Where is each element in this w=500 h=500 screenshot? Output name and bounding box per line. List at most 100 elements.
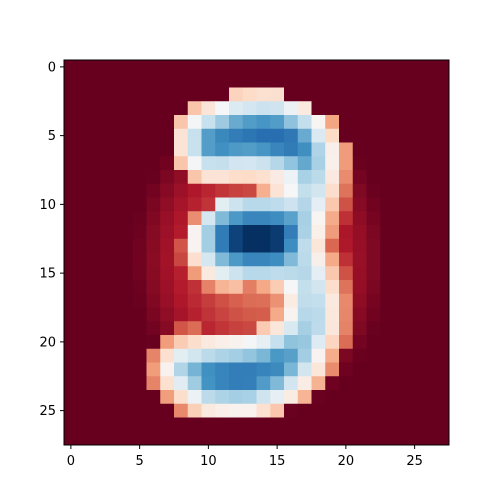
- heatmap-cell: [174, 225, 189, 240]
- heatmap-cell: [270, 293, 285, 308]
- heatmap-cell: [91, 60, 106, 75]
- heatmap-cell: [119, 376, 134, 391]
- heatmap-cell: [146, 390, 161, 405]
- heatmap-cell: [174, 60, 189, 75]
- heatmap-cell: [160, 60, 175, 75]
- heatmap-cell: [91, 417, 106, 432]
- heatmap-cell: [119, 60, 134, 75]
- heatmap-cell: [91, 307, 106, 322]
- heatmap-cell: [421, 390, 436, 405]
- heatmap-cell: [160, 321, 175, 336]
- heatmap-cell: [270, 417, 285, 432]
- heatmap-cell: [366, 156, 381, 171]
- heatmap-cell: [174, 183, 189, 198]
- heatmap-cell: [366, 142, 381, 157]
- heatmap-cell: [160, 376, 175, 391]
- heatmap-cell: [64, 280, 79, 295]
- heatmap-cell: [187, 431, 202, 446]
- heatmap-cell: [325, 156, 340, 171]
- heatmap-cell: [174, 280, 189, 295]
- heatmap-cell: [325, 128, 340, 143]
- heatmap-cell: [64, 115, 79, 130]
- heatmap-cell: [146, 170, 161, 185]
- heatmap-cell: [160, 211, 175, 226]
- heatmap-cell: [256, 60, 271, 75]
- heatmap-cell: [256, 348, 271, 363]
- heatmap-cell: [215, 225, 230, 240]
- heatmap-cell: [284, 211, 299, 226]
- heatmap-cell: [284, 183, 299, 198]
- heatmap-cell: [270, 252, 285, 267]
- heatmap-cell: [201, 60, 216, 75]
- heatmap-cell: [229, 156, 244, 171]
- heatmap-cell: [105, 197, 120, 212]
- heatmap-cell: [242, 431, 257, 446]
- heatmap-cell: [64, 321, 79, 336]
- heatmap-cell: [201, 115, 216, 130]
- heatmap-cell: [229, 87, 244, 102]
- heatmap-cell: [325, 390, 340, 405]
- heatmap-cell: [284, 87, 299, 102]
- heatmap-cell: [91, 156, 106, 171]
- heatmap-cell: [105, 348, 120, 363]
- heatmap-cell: [91, 431, 106, 446]
- heatmap-cell: [174, 87, 189, 102]
- heatmap-cell: [407, 156, 422, 171]
- heatmap-cell: [187, 225, 202, 240]
- heatmap-cell: [64, 128, 79, 143]
- heatmap-cell: [105, 293, 120, 308]
- heatmap-cell: [325, 252, 340, 267]
- heatmap-cell: [229, 115, 244, 130]
- heatmap-cell: [242, 335, 257, 350]
- heatmap-cell: [270, 142, 285, 157]
- heatmap-cell: [77, 266, 92, 281]
- y-tick-label: 15: [39, 267, 56, 282]
- heatmap-cell: [105, 390, 120, 405]
- heatmap-cell: [146, 60, 161, 75]
- heatmap-cell: [132, 266, 147, 281]
- heatmap-cell: [160, 390, 175, 405]
- heatmap-cell: [435, 431, 450, 446]
- x-tick-label: 20: [338, 454, 355, 469]
- heatmap-cell: [229, 225, 244, 240]
- heatmap-cell: [366, 87, 381, 102]
- heatmap-cell: [229, 390, 244, 405]
- heatmap-cell: [187, 417, 202, 432]
- heatmap-cell: [339, 335, 354, 350]
- heatmap-cell: [256, 183, 271, 198]
- heatmap-cell: [297, 238, 312, 253]
- heatmap-cell: [256, 252, 271, 267]
- heatmap-cell: [201, 376, 216, 391]
- heatmap-cell: [119, 362, 134, 377]
- heatmap-cell: [77, 335, 92, 350]
- heatmap-cell: [325, 60, 340, 75]
- heatmap-cell: [270, 362, 285, 377]
- heatmap-cell: [339, 293, 354, 308]
- heatmap-cell: [421, 348, 436, 363]
- heatmap-cell: [311, 128, 326, 143]
- heatmap-cell: [339, 280, 354, 295]
- heatmap-cell: [201, 362, 216, 377]
- heatmap-cell: [160, 197, 175, 212]
- heatmap-cell: [174, 170, 189, 185]
- heatmap-cell: [119, 73, 134, 88]
- heatmap-cell: [229, 431, 244, 446]
- heatmap-cell: [215, 280, 230, 295]
- heatmap-cell: [394, 183, 409, 198]
- heatmap-cell: [366, 417, 381, 432]
- heatmap-cell: [421, 362, 436, 377]
- heatmap-cell: [215, 266, 230, 281]
- heatmap-cell: [435, 266, 450, 281]
- heatmap-cell: [229, 252, 244, 267]
- heatmap-cell: [380, 73, 395, 88]
- heatmap-cell: [339, 156, 354, 171]
- heatmap-cell: [352, 101, 367, 116]
- heatmap-cell: [325, 87, 340, 102]
- heatmap-cell: [201, 335, 216, 350]
- heatmap-cell: [174, 362, 189, 377]
- heatmap-cell: [311, 362, 326, 377]
- heatmap-cell: [284, 225, 299, 240]
- heatmap-cell: [119, 403, 134, 418]
- heatmap-cell: [421, 197, 436, 212]
- heatmap-cell: [407, 321, 422, 336]
